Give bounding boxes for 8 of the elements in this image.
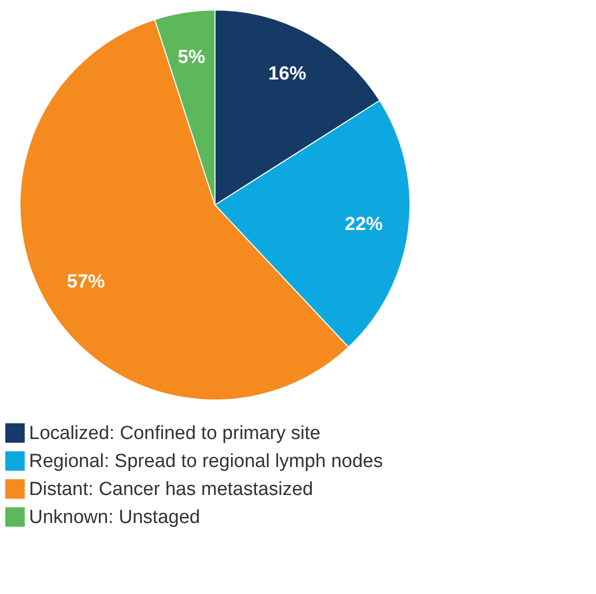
legend-label: Regional: Spread to regional lymph nodes — [29, 451, 383, 472]
data-label: 22% — [344, 214, 383, 235]
data-label: 57% — [66, 271, 106, 292]
data-label: 16% — [268, 64, 306, 85]
legend-label: Unknown: Unstaged — [29, 507, 200, 528]
legend-label: Distant: Cancer has metastasized — [29, 479, 314, 500]
data-label: 5% — [178, 46, 206, 68]
legend-label: Localized: Confined to primary site — [29, 423, 320, 444]
